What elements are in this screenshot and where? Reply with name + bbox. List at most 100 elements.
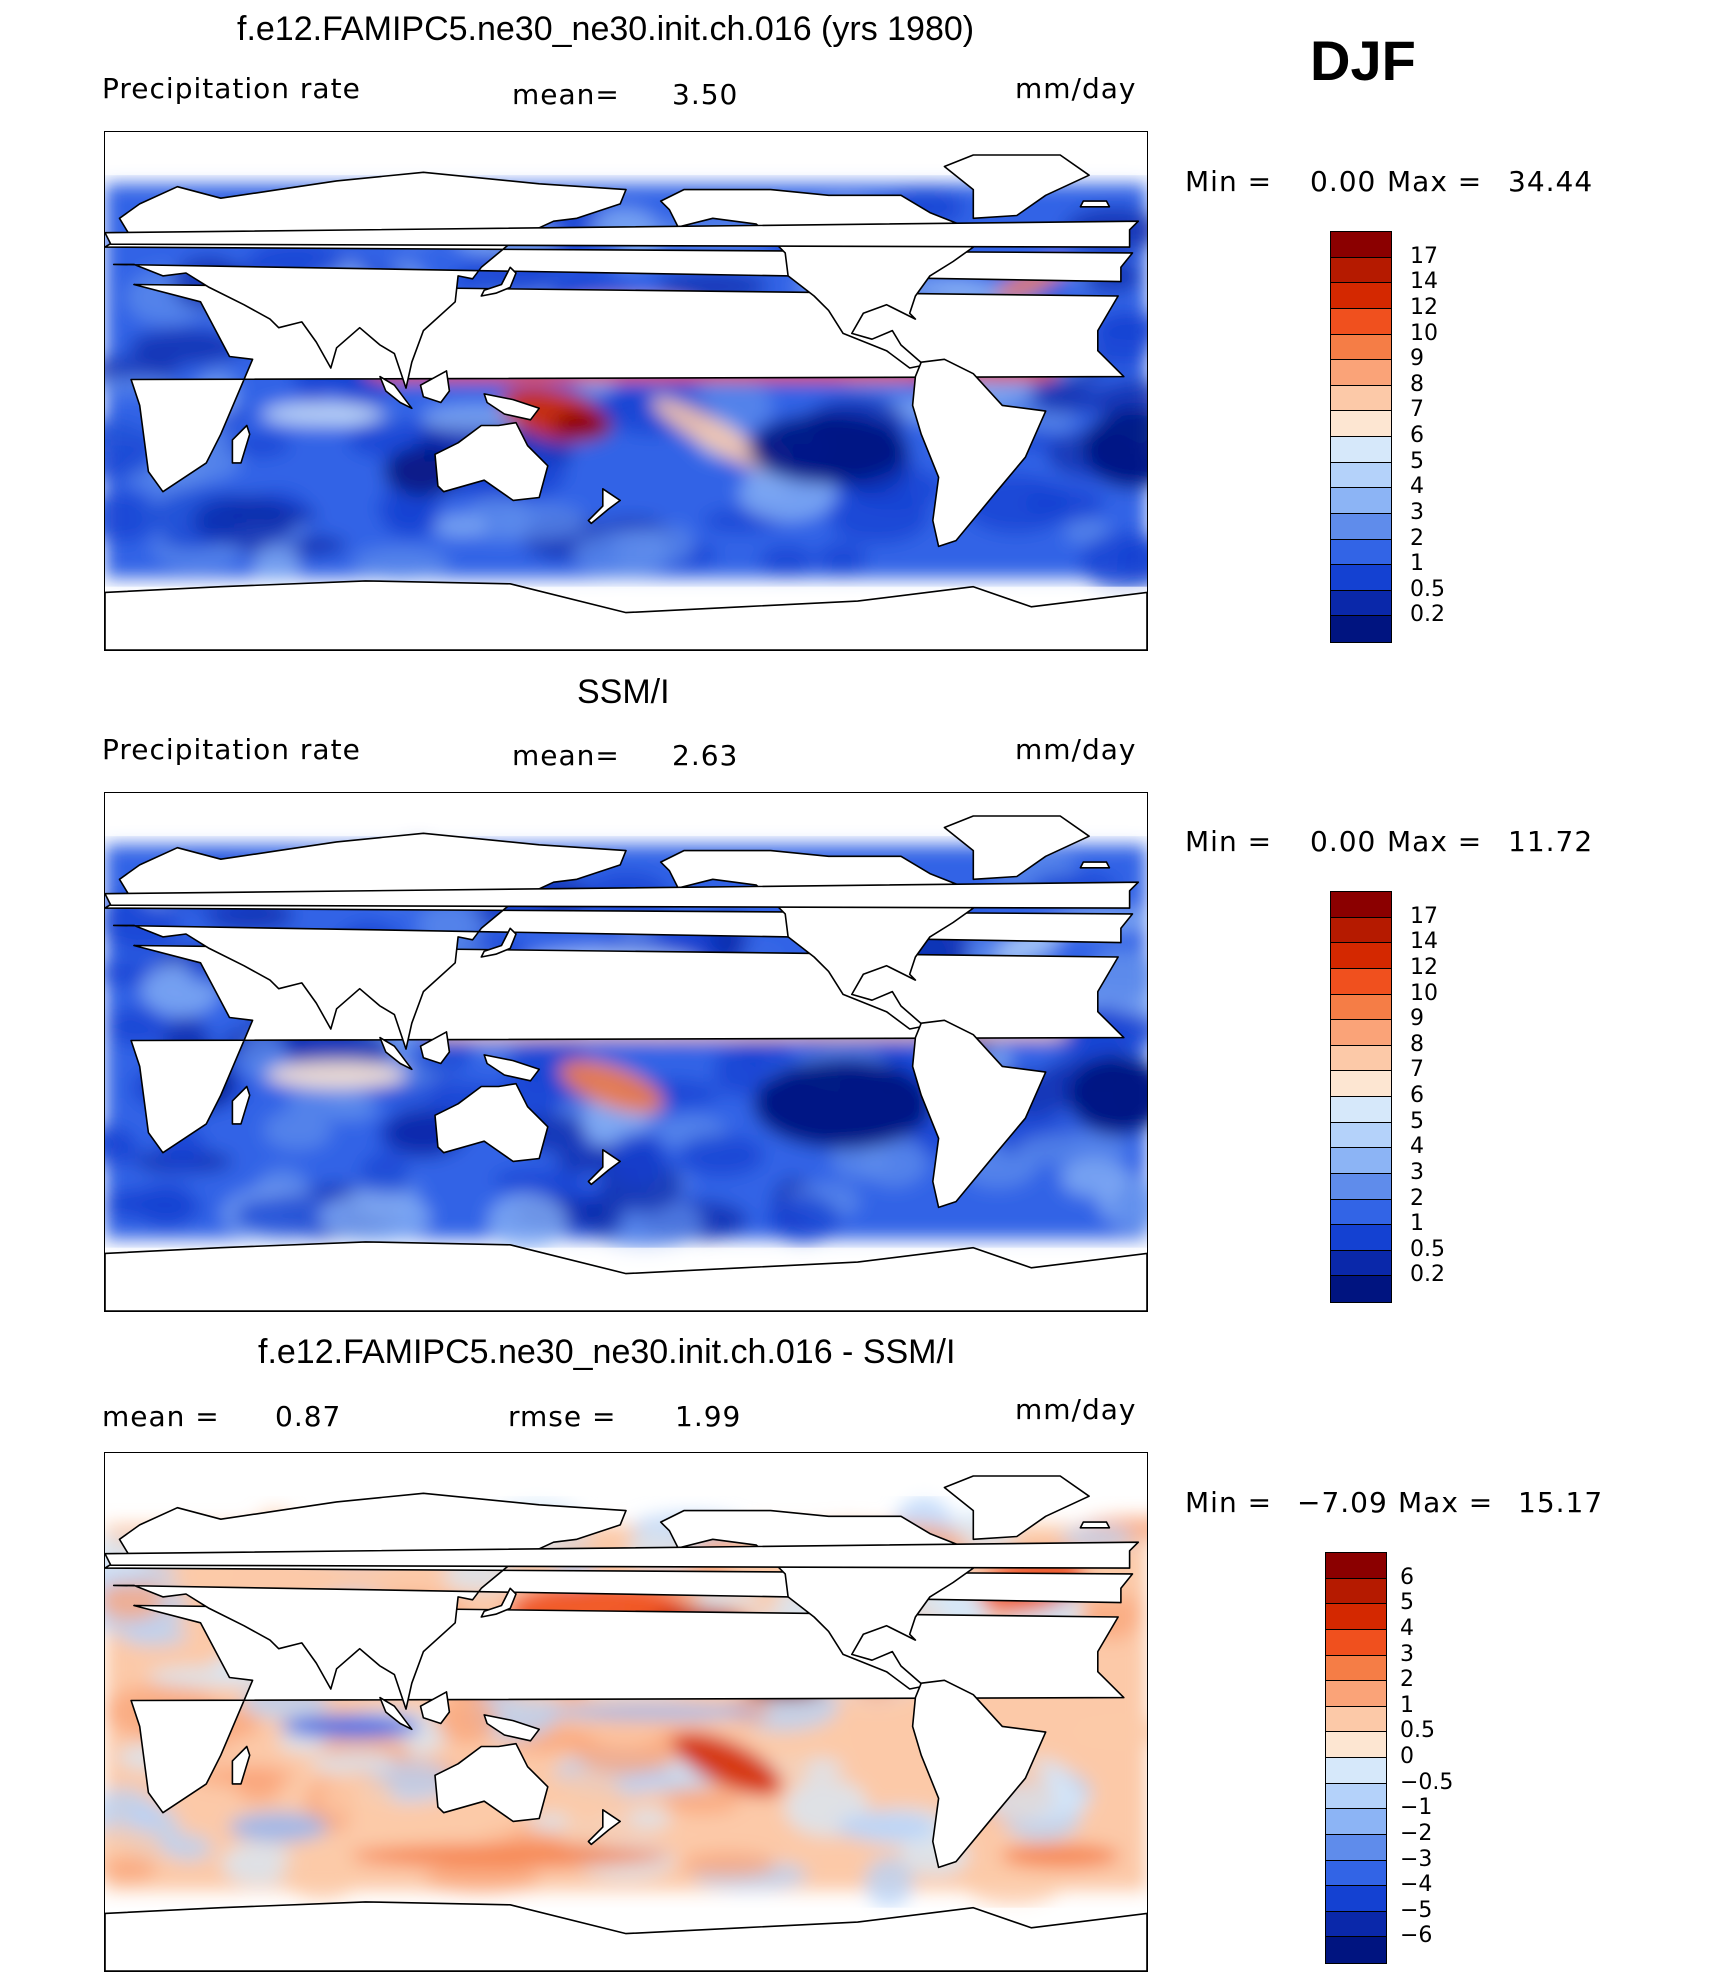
field-blob xyxy=(281,1714,422,1739)
colorbar-swatch xyxy=(1331,1148,1391,1174)
continent-outline xyxy=(587,1149,621,1186)
field-blob xyxy=(435,1694,498,1745)
field-blob xyxy=(358,1814,458,1846)
panel-2-colorbar xyxy=(1330,891,1392,1303)
continent-outline xyxy=(587,1809,621,1846)
continent-outline xyxy=(105,171,1134,389)
field-blob xyxy=(266,1061,407,1090)
field-blob xyxy=(1079,532,1147,592)
field-blob xyxy=(263,1109,332,1151)
colorbar-tick-label: 8 xyxy=(1410,1031,1424,1057)
field-blob xyxy=(864,1856,914,1908)
continent-outline xyxy=(105,220,1140,248)
colorbar-tick-label: 0.5 xyxy=(1410,576,1445,602)
continent-outline xyxy=(587,488,621,525)
field-blob xyxy=(651,397,774,472)
colorbar-tick-label: 0.5 xyxy=(1400,1718,1435,1744)
continent-outline xyxy=(943,815,1090,881)
colorbar-swatch xyxy=(1326,1937,1386,1963)
colorbar-swatch xyxy=(1331,462,1391,489)
colorbar-tick-label: −4 xyxy=(1400,1872,1433,1898)
colorbar-tick-label: 5 xyxy=(1400,1590,1414,1616)
panel-3-mean-key: mean = xyxy=(102,1400,220,1433)
continents xyxy=(105,1475,1147,1971)
panel-1-max-label: Max = xyxy=(1387,165,1483,198)
colorbar-swatch xyxy=(1331,488,1391,514)
continents xyxy=(105,154,1147,650)
panel-2-units: mm/day xyxy=(1015,733,1137,766)
colorbar-tick-label: 3 xyxy=(1410,1159,1424,1185)
continent-outline xyxy=(105,1541,1140,1569)
colorbar-swatch xyxy=(1331,411,1391,437)
field-blob xyxy=(311,1750,395,1775)
field-blob xyxy=(759,545,815,577)
field-blob xyxy=(663,1788,741,1815)
field-blob xyxy=(625,1808,672,1829)
field-blob xyxy=(836,1812,937,1843)
field-blob xyxy=(350,1843,671,1868)
colorbar-tick-label: 14 xyxy=(1410,929,1438,955)
colorbar-swatch xyxy=(1331,1020,1391,1046)
colorbar-swatch xyxy=(1331,1173,1391,1200)
field-blob xyxy=(1094,310,1147,369)
colorbar-swatch xyxy=(1326,1911,1386,1938)
continent-outline xyxy=(480,266,517,297)
colorbar-swatch xyxy=(1331,917,1391,944)
panel-3-units: mm/day xyxy=(1015,1393,1137,1426)
colorbar-swatch xyxy=(1331,968,1391,995)
colorbar-tick-label: 10 xyxy=(1410,320,1438,346)
field-blob xyxy=(253,545,300,582)
field-blob xyxy=(225,505,319,526)
colorbar-swatch xyxy=(1331,1199,1391,1226)
continent-outline xyxy=(105,580,1147,650)
colorbar-swatch xyxy=(1326,1706,1386,1733)
colorbar-swatch xyxy=(1331,385,1391,412)
panel-3-min-label: Min = xyxy=(1185,1486,1273,1519)
colorbar-tick-label: 4 xyxy=(1410,1134,1424,1160)
panel-3-map xyxy=(104,1452,1148,1972)
colorbar-tick-label: 10 xyxy=(1410,980,1438,1006)
colorbar-swatch xyxy=(1326,1758,1386,1784)
season-label: DJF xyxy=(1310,29,1416,92)
panel-2-max-value: 11.72 xyxy=(1508,825,1594,858)
panel-1-mean-value: 3.50 xyxy=(672,78,739,111)
field-blob xyxy=(423,1864,540,1894)
field-blob xyxy=(319,1773,393,1818)
field-blob xyxy=(963,1858,1064,1907)
field-blob xyxy=(677,1134,765,1177)
field-blob xyxy=(581,1195,624,1238)
field-blob xyxy=(432,514,487,538)
continent-outline xyxy=(483,393,540,421)
colorbar-tick-label: 14 xyxy=(1410,269,1438,295)
continent-outline xyxy=(379,375,413,410)
colorbar-swatch xyxy=(1331,360,1391,386)
continent-outline xyxy=(911,358,1047,548)
field-blob xyxy=(105,1128,140,1167)
field-blob xyxy=(753,1058,934,1149)
colorbar-tick-label: 6 xyxy=(1400,1564,1414,1590)
panel-2-map xyxy=(104,792,1148,1312)
continent-outline xyxy=(480,1587,517,1618)
colorbar-tick-label: 2 xyxy=(1410,525,1424,551)
field-blob xyxy=(221,1842,297,1886)
panel-3-mean-value: 0.87 xyxy=(275,1400,342,1433)
panel-1-units: mm/day xyxy=(1015,72,1137,105)
field-blob xyxy=(351,547,450,581)
colorbar-swatch xyxy=(1326,1732,1386,1758)
colorbar-swatch xyxy=(1326,1886,1386,1912)
field-blob xyxy=(105,1188,188,1211)
continent-outline xyxy=(1079,1521,1111,1529)
colorbar-swatch xyxy=(1331,283,1391,309)
panel-1-max-value: 34.44 xyxy=(1508,165,1594,198)
field-blob xyxy=(762,1725,812,1785)
colorbar-swatch xyxy=(1331,308,1391,335)
colorbar-swatch xyxy=(1331,1122,1391,1149)
field-blob xyxy=(121,1623,188,1647)
colorbar-swatch xyxy=(1331,616,1391,642)
continent-outline xyxy=(943,1475,1090,1541)
colorbar-tick-label: 6 xyxy=(1410,1083,1424,1108)
continent-outline xyxy=(419,1031,451,1065)
continent-outline xyxy=(105,832,1134,1050)
panel-3-min-value: −7.09 xyxy=(1297,1486,1388,1519)
colorbar-tick-label: 2 xyxy=(1410,1185,1424,1211)
